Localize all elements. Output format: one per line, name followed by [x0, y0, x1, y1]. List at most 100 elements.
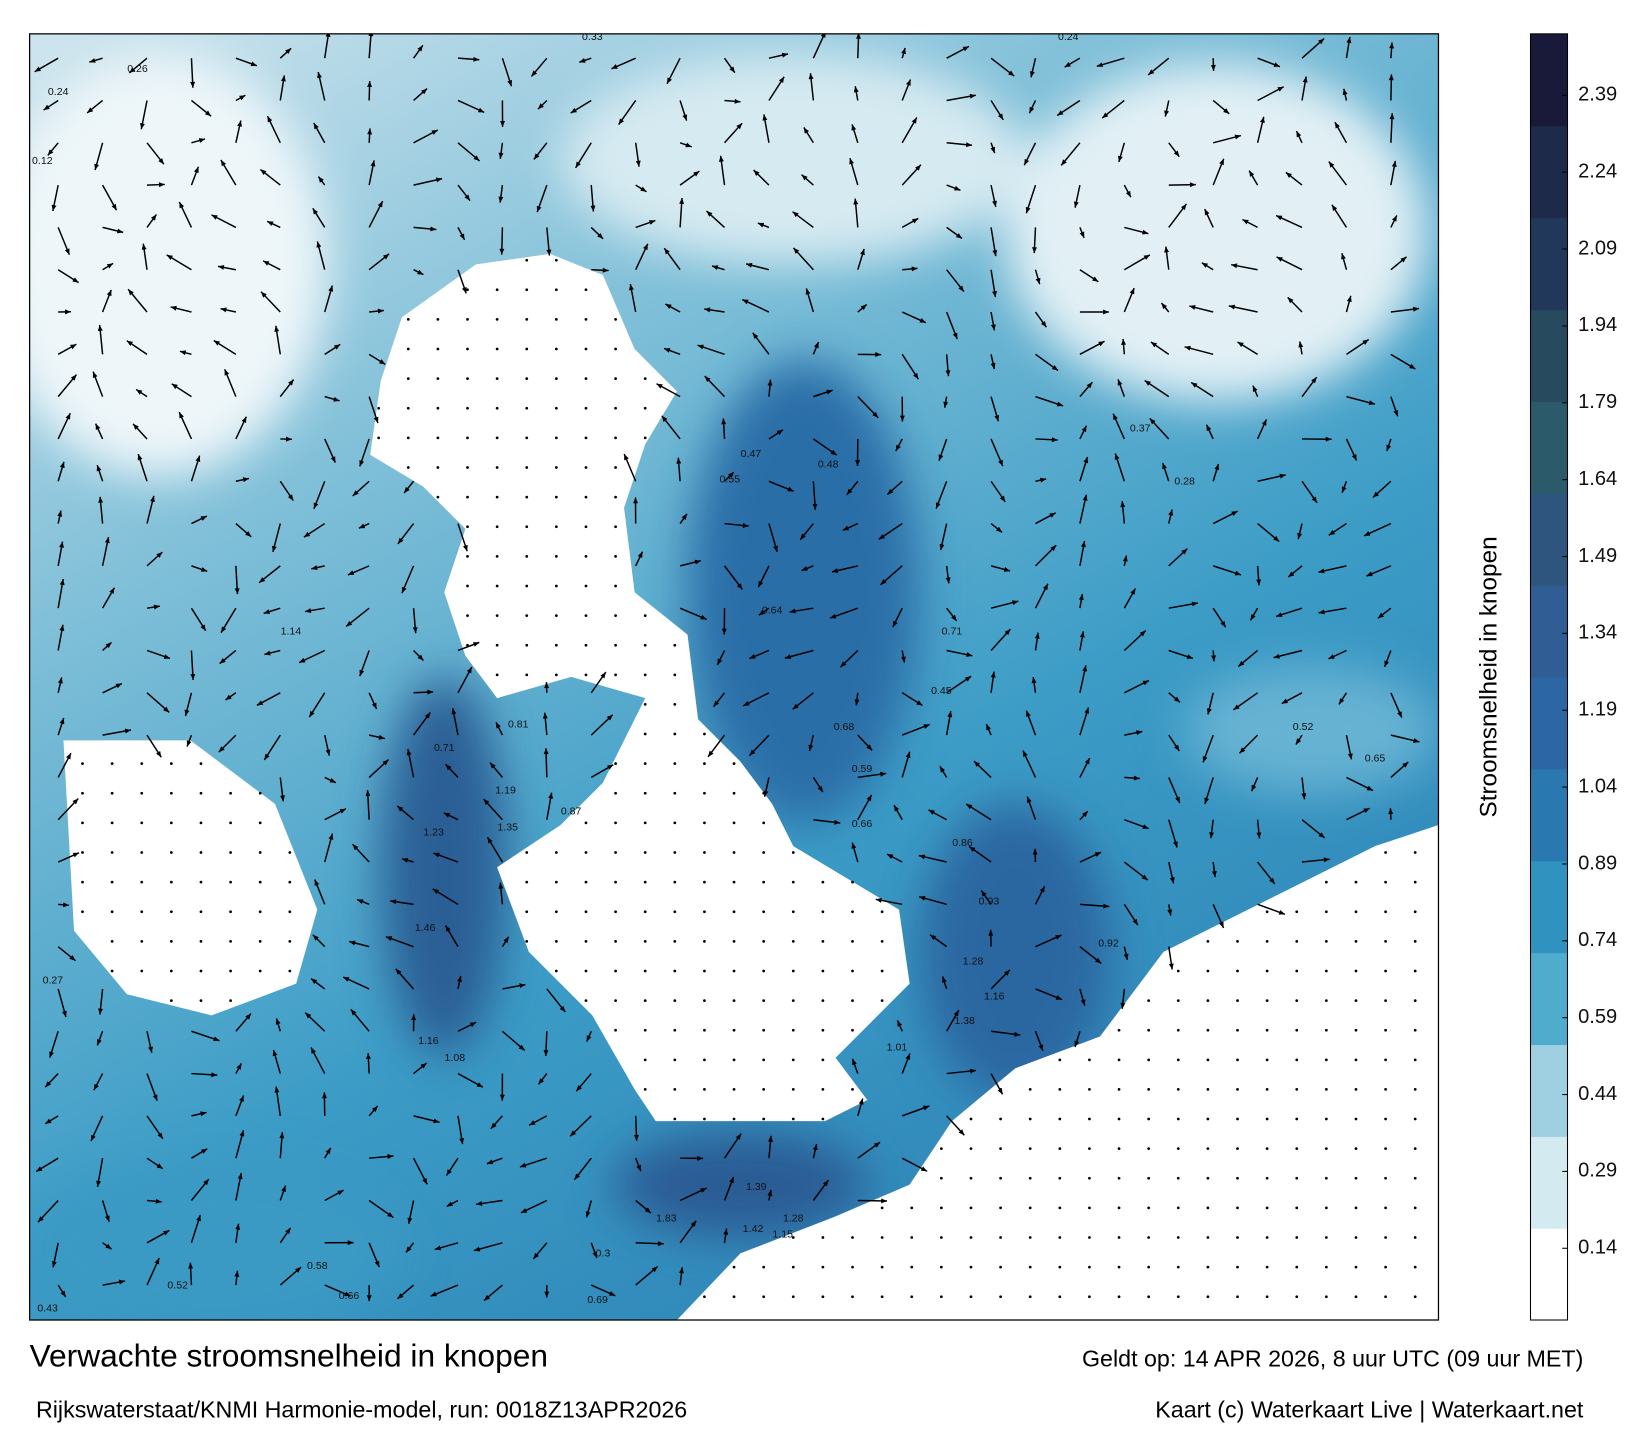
grid-dot: [1384, 1058, 1387, 1061]
grid-dot: [1295, 1177, 1298, 1180]
grid-dot: [1266, 1236, 1269, 1239]
map-panel: 1.141.231.461.081.161.351.190.870.710.81…: [0, 30, 1438, 1332]
grid-dot: [614, 348, 617, 351]
colorbar: 0.140.290.440.590.740.891.041.191.341.49…: [1530, 34, 1617, 1321]
grid-dot: [673, 970, 676, 973]
speed-label: 0.26: [127, 63, 148, 75]
grid-dot: [762, 1058, 765, 1061]
grid-dot: [525, 318, 528, 321]
grid-dot: [881, 1266, 884, 1269]
grid-dot: [1325, 1266, 1328, 1269]
grid-dot: [940, 1177, 943, 1180]
grid-dot: [999, 1236, 1002, 1239]
colorbar-tick-label: 0.29: [1578, 1160, 1617, 1182]
grid-dot: [1355, 1266, 1358, 1269]
grid-dot: [762, 1266, 765, 1269]
colorbar-band: [1530, 309, 1567, 402]
grid-dot: [496, 407, 499, 410]
colorbar-band: [1530, 126, 1567, 219]
grid-dot: [1325, 1236, 1328, 1239]
speed-label: 1.19: [495, 784, 516, 796]
grid-dot: [910, 1266, 913, 1269]
grid-dot: [555, 673, 558, 676]
grid-dot: [407, 318, 410, 321]
grid-dot: [1295, 1295, 1298, 1298]
grid-dot: [555, 259, 558, 262]
grid-dot: [1355, 1207, 1358, 1210]
grid-dot: [1207, 1236, 1210, 1239]
grid-dot: [1384, 1177, 1387, 1180]
grid-dot: [1147, 1295, 1150, 1298]
grid-dot: [1147, 1236, 1150, 1239]
grid-dot: [229, 970, 232, 973]
grid-dot: [1088, 1058, 1091, 1061]
grid-dot: [466, 377, 469, 380]
grid-dot: [555, 970, 558, 973]
grid-dot: [1384, 970, 1387, 973]
grid-dot: [970, 1147, 973, 1150]
grid-dot: [822, 910, 825, 913]
grid-dot: [1118, 1118, 1121, 1121]
grid-dot: [1295, 1207, 1298, 1210]
map-subtitle: Rijkswaterstaat/KNMI Harmonie-model, run…: [36, 1396, 687, 1422]
grid-dot: [1177, 1118, 1180, 1121]
grid-dot: [585, 881, 588, 884]
grid-dot: [1295, 1058, 1298, 1061]
grid-dot: [1325, 1088, 1328, 1091]
grid-dot: [1295, 1147, 1298, 1150]
speed-label: 0.71: [434, 742, 455, 754]
grid-dot: [585, 318, 588, 321]
colorbar-tick-label: 0.44: [1578, 1083, 1617, 1105]
grid-dot: [792, 970, 795, 973]
grid-dot: [1355, 970, 1358, 973]
grid-dot: [673, 881, 676, 884]
grid-dot: [792, 940, 795, 943]
grid-dot: [1118, 1295, 1121, 1298]
grid-dot: [1177, 999, 1180, 1002]
grid-dot: [1325, 910, 1328, 913]
grid-dot: [792, 910, 795, 913]
speed-label: 1.35: [497, 821, 518, 833]
grid-dot: [1384, 881, 1387, 884]
grid-dot: [614, 762, 617, 765]
grid-dot: [1147, 1058, 1150, 1061]
grid-dot: [1118, 1177, 1121, 1180]
grid-dot: [1058, 1118, 1061, 1121]
speed-label: 0.55: [720, 473, 741, 485]
grid-dot: [1295, 910, 1298, 913]
grid-dot: [437, 496, 440, 499]
grid-dot: [496, 288, 499, 291]
grid-dot: [140, 762, 143, 765]
grid-dot: [555, 555, 558, 558]
speed-label: 0.28: [1174, 475, 1195, 487]
grid-dot: [673, 1118, 676, 1121]
grid-dot: [1058, 1147, 1061, 1150]
grid-dot: [1147, 1266, 1150, 1269]
grid-dot: [1355, 1029, 1358, 1032]
colorbar-band: [1530, 401, 1567, 494]
grid-dot: [733, 910, 736, 913]
grid-dot: [881, 940, 884, 943]
grid-dot: [1177, 1236, 1180, 1239]
grid-dot: [644, 881, 647, 884]
grid-dot: [703, 1295, 706, 1298]
speed-label: 0.66: [339, 1290, 360, 1302]
grid-dot: [1384, 1118, 1387, 1121]
grid-dot: [1414, 1295, 1417, 1298]
grid-dot: [644, 1088, 647, 1091]
grid-dot: [673, 673, 676, 676]
grid-dot: [822, 1295, 825, 1298]
valid-time: Geldt op: 14 APR 2026, 8 uur UTC (09 uur…: [1082, 1346, 1583, 1372]
grid-dot: [496, 377, 499, 380]
grid-dot: [1147, 1147, 1150, 1150]
grid-dot: [970, 1295, 973, 1298]
grid-dot: [614, 673, 617, 676]
grid-dot: [1088, 1118, 1091, 1121]
grid-dot: [585, 910, 588, 913]
speed-label: 0.92: [1098, 938, 1119, 950]
grid-dot: [614, 318, 617, 321]
grid-dot: [733, 822, 736, 825]
grid-dot: [999, 1207, 1002, 1210]
grid-dot: [200, 762, 203, 765]
